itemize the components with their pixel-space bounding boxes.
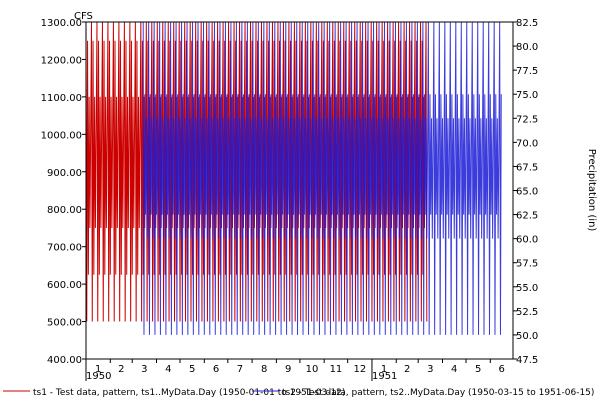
- right-axis-title: Precipitation (in): [586, 149, 597, 232]
- right-axis-tick-label: 57.5: [516, 259, 538, 270]
- legend: ts1 - Test data, pattern, ts1..MyData.Da…: [3, 388, 594, 398]
- left-axis-tick-label: 800.00: [47, 205, 82, 216]
- x-axis-month-label: 4: [165, 364, 171, 375]
- x-axis-month-label: 7: [237, 364, 243, 375]
- left-axis-tick-label: 1200.00: [41, 55, 82, 66]
- right-y-axis: 47.5 50.0 52.5 55.0 57.5 60.0 62.5 65.0 67.5 70.0…: [513, 18, 538, 366]
- x-axis-month-label: 11: [330, 364, 343, 375]
- left-axis-tick-label: 400.00: [47, 355, 82, 366]
- right-axis-tick-label: 80.0: [516, 42, 538, 53]
- plot-area: [85, 21, 514, 360]
- x-axis-month-label: 9: [285, 364, 291, 375]
- right-axis-tick-label: 77.5: [516, 66, 538, 77]
- series-ts2-line: [142, 21, 502, 335]
- left-axis-tick-label: 500.00: [47, 318, 82, 329]
- x-axis-month-label: 2: [404, 364, 410, 375]
- right-axis-tick-label: 65.0: [516, 187, 538, 198]
- left-axis-tick-label: 1100.00: [41, 93, 82, 104]
- x-axis-month-label: 6: [213, 364, 219, 375]
- x-axis-month-label: 1: [381, 364, 387, 375]
- x-axis-year-label: 1950: [86, 371, 111, 382]
- x-axis-month-label: 12: [353, 364, 366, 375]
- right-axis-tick-label: 72.5: [516, 114, 538, 125]
- right-axis-tick-label: 55.0: [516, 283, 538, 294]
- left-axis-tick-label: 600.00: [47, 280, 82, 291]
- x-axis-month-label: 5: [475, 364, 481, 375]
- right-axis-tick-label: 62.5: [516, 211, 538, 222]
- legend-label-ts1: ts1 - Test data, pattern, ts1..MyData.Da…: [33, 388, 345, 398]
- x-axis-month-label: 4: [451, 364, 457, 375]
- left-axis-tick-label: 1300.00: [41, 18, 82, 29]
- right-axis-tick-label: 82.5: [516, 18, 538, 29]
- right-axis-tick-label: 47.5: [516, 355, 538, 366]
- x-axis-month-label: 1: [95, 364, 101, 375]
- x-axis-month-label: 3: [141, 364, 147, 375]
- right-axis-tick-label: 75.0: [516, 90, 538, 101]
- right-axis-tick-label: 70.0: [516, 138, 538, 149]
- x-axis-month-label: 10: [306, 364, 319, 375]
- x-axis-month-label: 6: [498, 364, 504, 375]
- left-y-axis: 400.00 500.00 600.00 700.00 800.00 900.00 1000…: [41, 18, 86, 366]
- x-axis-month-label: 5: [189, 364, 195, 375]
- right-axis-tick-label: 52.5: [516, 307, 538, 318]
- left-axis-tick-label: 900.00: [47, 168, 82, 179]
- right-axis-tick-label: 67.5: [516, 162, 538, 173]
- right-axis-tick-label: 60.0: [516, 235, 538, 246]
- series-line-2: [142, 21, 502, 335]
- left-axis-tick-label: 1000.00: [41, 130, 82, 141]
- left-axis-tick-label: 700.00: [47, 243, 82, 254]
- x-axis-month-label: 2: [118, 364, 124, 375]
- x-axis-month-label: 3: [427, 364, 433, 375]
- x-axis-month-label: 8: [261, 364, 267, 375]
- right-axis-tick-label: 50.0: [516, 331, 538, 342]
- left-axis-title: CFS: [74, 11, 93, 22]
- legend-label-ts2: ts2 - Test data, pattern, ts2..MyData.Da…: [282, 388, 594, 398]
- x-axis-year-label: 1951: [372, 371, 397, 382]
